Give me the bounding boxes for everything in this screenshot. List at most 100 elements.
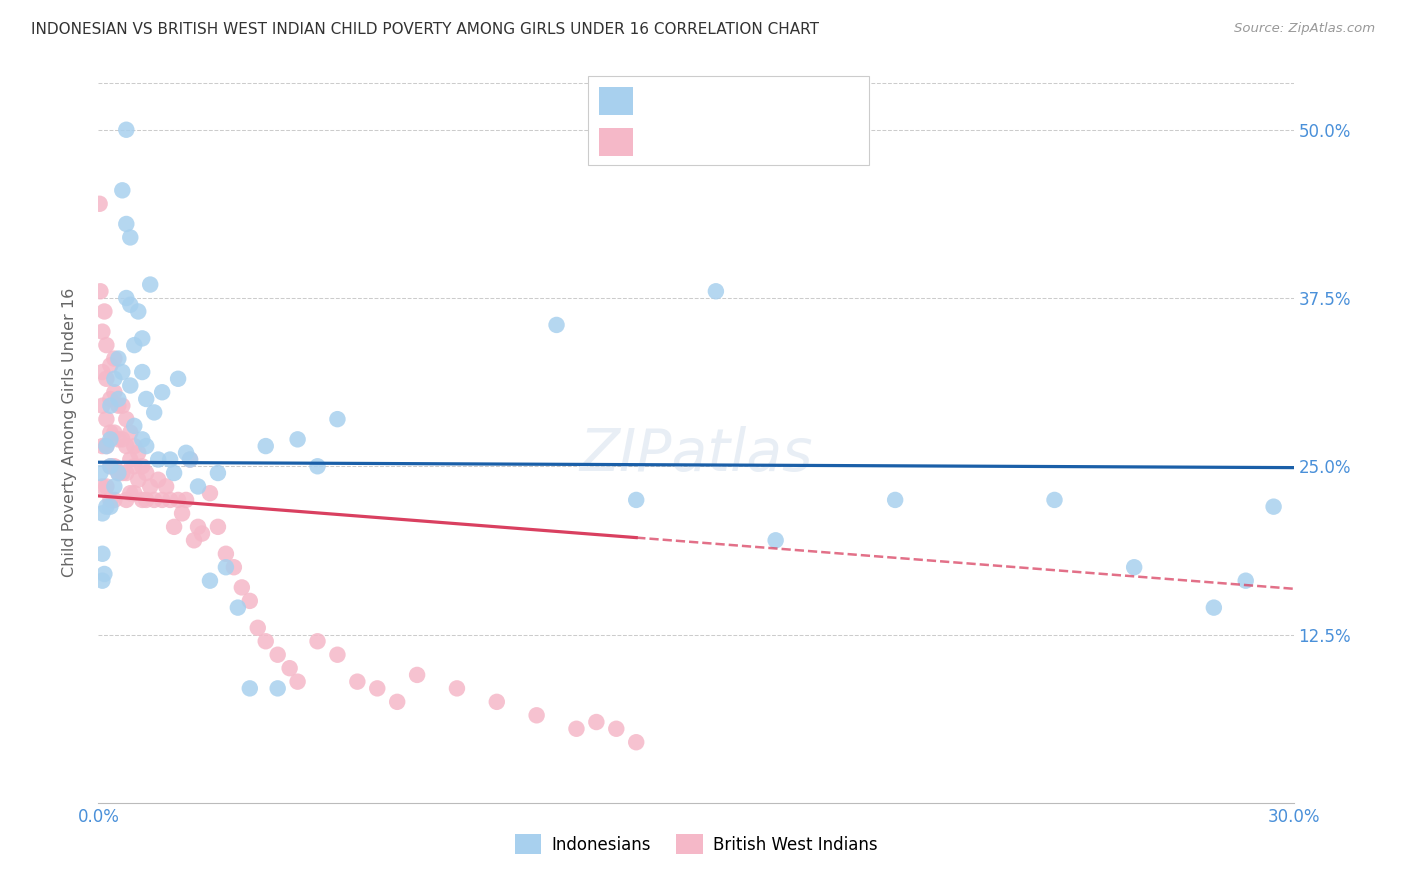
Point [120, 452, 142, 467]
Point [135, 492, 157, 507]
Point [1043, 492, 1066, 507]
Point [179, 452, 201, 467]
Point [111, 183, 134, 197]
Point [103, 425, 125, 440]
FancyBboxPatch shape [599, 87, 633, 115]
Point [131, 492, 153, 507]
Point [115, 291, 138, 305]
Text: -0.026: -0.026 [682, 135, 737, 149]
Point [163, 466, 186, 480]
Point [111, 466, 134, 480]
Point [215, 560, 238, 574]
Point [346, 674, 368, 689]
Legend: Indonesians, British West Indians: Indonesians, British West Indians [508, 828, 884, 861]
Point [546, 318, 568, 332]
Point [107, 351, 129, 366]
Point [565, 722, 588, 736]
Point [143, 405, 166, 419]
Point [174, 446, 197, 460]
Point [91, 439, 114, 453]
Point [111, 399, 134, 413]
Point [115, 466, 138, 480]
Point [107, 399, 129, 413]
Point [135, 439, 157, 453]
Point [267, 681, 290, 696]
Point [91, 399, 114, 413]
Point [91, 325, 114, 339]
Point [278, 661, 301, 675]
Point [198, 574, 221, 588]
Point [131, 459, 153, 474]
Point [124, 486, 146, 500]
Point [884, 492, 907, 507]
Point [103, 479, 125, 493]
Text: 62: 62 [787, 94, 808, 108]
Point [124, 418, 146, 433]
Point [159, 452, 181, 467]
Point [120, 378, 142, 392]
Point [287, 433, 309, 447]
Point [183, 533, 205, 548]
Point [103, 351, 125, 366]
Point [326, 648, 349, 662]
Point [207, 520, 229, 534]
Point [120, 230, 142, 244]
Point [93, 304, 115, 318]
Point [91, 479, 114, 493]
Point [96, 338, 118, 352]
Point [385, 695, 409, 709]
Point [1123, 560, 1146, 574]
Point [111, 365, 134, 379]
Point [143, 492, 166, 507]
Point [98, 425, 122, 440]
Point [98, 399, 122, 413]
Point [120, 486, 142, 500]
Point [626, 735, 648, 749]
Point [148, 473, 170, 487]
Point [107, 392, 129, 406]
Point [406, 668, 429, 682]
Point [605, 722, 627, 736]
Point [124, 439, 146, 453]
Point [98, 500, 122, 514]
Text: Source: ZipAtlas.com: Source: ZipAtlas.com [1234, 22, 1375, 36]
Point [115, 492, 138, 507]
Point [222, 560, 245, 574]
Point [115, 412, 138, 426]
Point [307, 459, 329, 474]
Point [307, 634, 329, 648]
Point [1202, 600, 1225, 615]
Point [585, 714, 607, 729]
Point [191, 526, 214, 541]
Point [111, 433, 134, 447]
Point [103, 459, 125, 474]
Point [187, 520, 209, 534]
Text: INDONESIAN VS BRITISH WEST INDIAN CHILD POVERTY AMONG GIRLS UNDER 16 CORRELATION: INDONESIAN VS BRITISH WEST INDIAN CHILD … [31, 22, 818, 37]
Point [127, 446, 149, 460]
Point [115, 439, 138, 453]
Point [127, 473, 149, 487]
Point [96, 372, 118, 386]
Point [246, 621, 269, 635]
Point [366, 681, 388, 696]
Point [135, 392, 157, 406]
FancyBboxPatch shape [599, 128, 633, 156]
Point [150, 385, 173, 400]
Point [107, 433, 129, 447]
Point [135, 466, 157, 480]
Point [91, 365, 114, 379]
Point [115, 217, 138, 231]
Point [89, 466, 111, 480]
Point [98, 459, 122, 474]
Point [239, 594, 262, 608]
Point [131, 331, 153, 345]
Point [96, 500, 118, 514]
Point [139, 277, 162, 292]
Point [267, 648, 290, 662]
Point [103, 372, 125, 386]
Point [139, 479, 162, 493]
Point [159, 492, 181, 507]
Point [98, 392, 122, 406]
Point [98, 359, 122, 373]
Point [124, 459, 146, 474]
